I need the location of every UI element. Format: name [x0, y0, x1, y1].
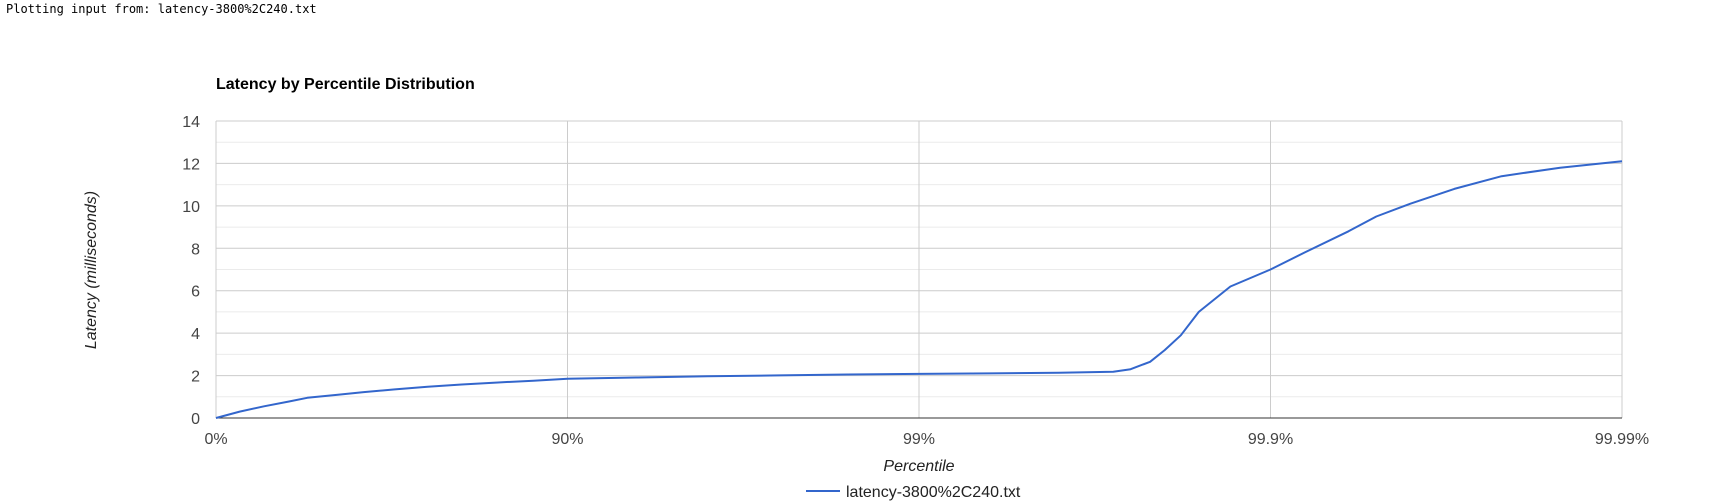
series-line	[215, 160, 1623, 419]
x-axis-title: Percentile	[883, 458, 954, 475]
legend[interactable]: latency-3800%2C240.txt	[806, 484, 1021, 501]
x-tick-label: 90%	[551, 431, 583, 448]
legend-label: latency-3800%2C240.txt	[846, 484, 1021, 501]
x-tick-label: 99%	[903, 431, 935, 448]
y-tick-label: 12	[182, 156, 200, 173]
y-tick-label: 6	[191, 284, 200, 301]
series	[215, 160, 1623, 419]
tick-labels: 0 2 4 6 8 10 12 14 0% 90% 99% 99.9% 99.99%	[182, 114, 1649, 448]
y-tick-label: 0	[191, 411, 200, 428]
y-tick-label: 2	[191, 369, 200, 386]
x-tick-label: 0%	[204, 431, 227, 448]
y-tick-label: 8	[191, 241, 200, 258]
y-tick-label: 14	[182, 114, 200, 131]
chart-title: Latency by Percentile Distribution	[216, 76, 475, 93]
grid	[215, 120, 1623, 418]
y-axis-title: Latency (milliseconds)	[83, 191, 100, 349]
y-tick-label: 4	[191, 326, 200, 343]
x-tick-label: 99.9%	[1248, 431, 1293, 448]
x-tick-label: 99.99%	[1595, 431, 1649, 448]
input-file-header: Plotting input from: latency-3800%2C240.…	[6, 2, 317, 16]
y-tick-label: 10	[182, 199, 200, 216]
